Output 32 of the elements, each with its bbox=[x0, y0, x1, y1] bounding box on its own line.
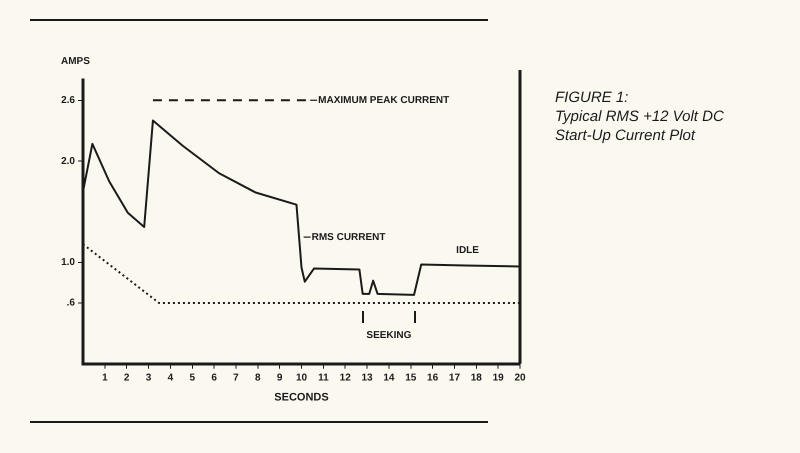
x-tick-label: 4 bbox=[168, 372, 174, 384]
y-tick-label: 2.6 bbox=[61, 95, 76, 106]
x-tick-label: 18 bbox=[470, 372, 482, 384]
x-tick-label: 5 bbox=[189, 372, 196, 384]
text: FIGURE 1: bbox=[555, 88, 630, 107]
y-tick-label: .6 bbox=[66, 298, 76, 309]
x-tick-label: 3 bbox=[146, 372, 152, 384]
annotation: IDLE bbox=[456, 245, 480, 256]
x-tick-label: 19 bbox=[492, 372, 504, 384]
text: Typical RMS +12 Volt DC Start-Up Current Plot bbox=[555, 107, 725, 145]
x-tick-label: 16 bbox=[427, 372, 439, 384]
x-tick-label: 20 bbox=[514, 372, 526, 384]
y-tick-label: 1.0 bbox=[61, 257, 76, 268]
annotation: MAXIMUM PEAK CURRENT bbox=[318, 95, 450, 106]
x-tick-label: 12 bbox=[340, 372, 352, 384]
x-tick-label: 7 bbox=[233, 372, 240, 384]
x-tick-label: 14 bbox=[383, 372, 395, 384]
x-tick-label: 1 bbox=[102, 372, 108, 384]
x-tick-label: 6 bbox=[211, 372, 218, 384]
x-axis-title: SECONDS bbox=[274, 391, 329, 404]
x-tick-label: 15 bbox=[405, 372, 417, 384]
x-tick-label: 8 bbox=[255, 372, 262, 384]
x-tick-label: 13 bbox=[361, 372, 374, 384]
x-tick-label: 11 bbox=[318, 372, 330, 384]
x-tick-label: 2 bbox=[124, 372, 130, 384]
annotation: SEEKING bbox=[366, 330, 412, 342]
x-tick-label: 17 bbox=[448, 372, 460, 384]
x-tick-label: 10 bbox=[296, 372, 308, 384]
y-axis-title: AMPS bbox=[61, 56, 90, 67]
y-tick-label: 2.0 bbox=[61, 156, 76, 167]
x-tick-label: 9 bbox=[276, 372, 283, 384]
annotation: RMS CURRENT bbox=[312, 232, 386, 243]
